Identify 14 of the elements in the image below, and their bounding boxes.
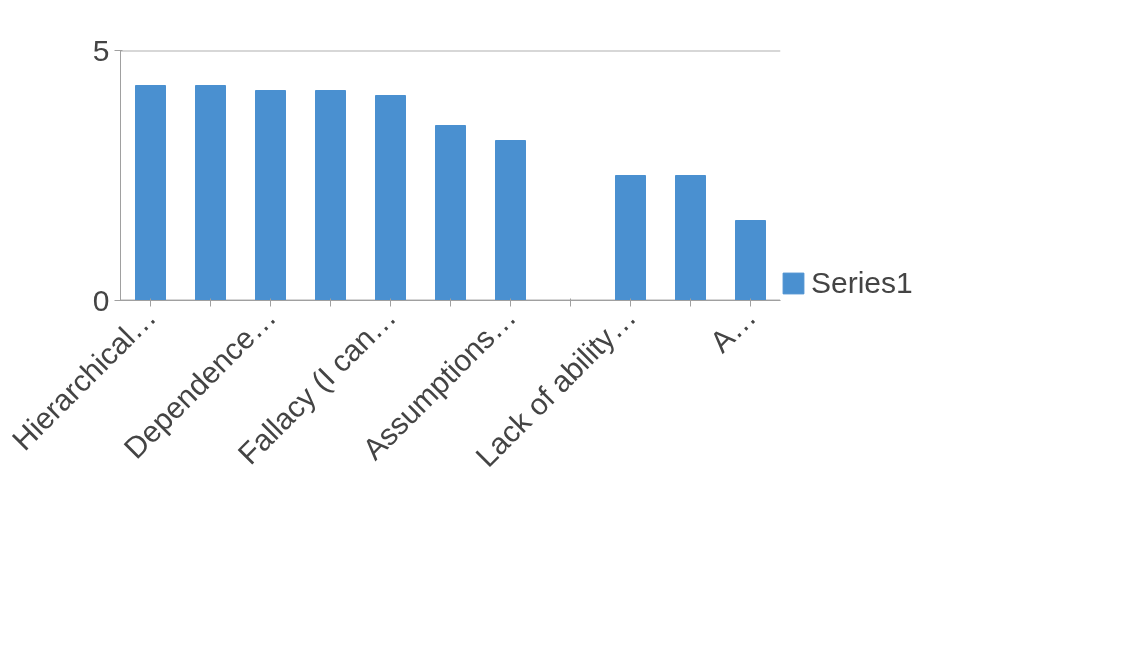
bar	[375, 95, 406, 301]
bar	[135, 85, 166, 301]
y-tick-label: 0	[92, 283, 110, 317]
legend-label: Series1	[811, 266, 913, 300]
bar	[495, 140, 526, 301]
bar	[315, 90, 346, 301]
bar	[255, 90, 286, 301]
bar	[615, 175, 646, 301]
x-tick-label: A…	[703, 299, 763, 359]
bar	[735, 220, 766, 301]
bar	[675, 175, 706, 301]
bar	[435, 125, 466, 301]
y-tick-label: 5	[92, 33, 110, 67]
bar	[195, 85, 226, 301]
